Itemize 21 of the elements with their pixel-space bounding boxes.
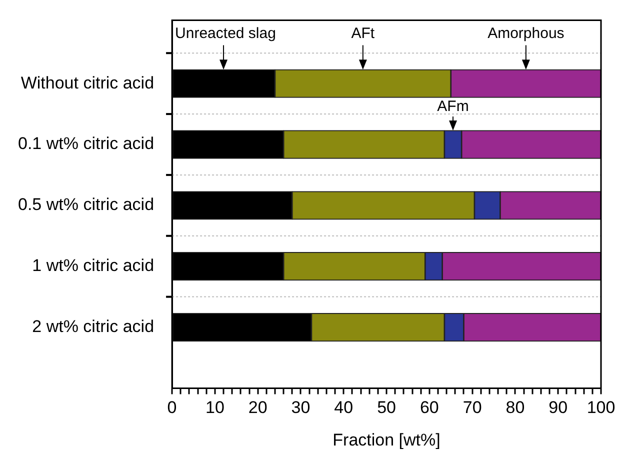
x-tick-label: 70	[462, 398, 482, 418]
y-tick-label: 1 wt% citric acid	[32, 256, 154, 276]
series-label: Amorphous	[488, 24, 564, 42]
x-tick-label: 0	[167, 398, 177, 418]
x-tick-label: 60	[420, 398, 439, 418]
x-tick-label: 100	[586, 398, 616, 418]
x-tick-label: 30	[291, 398, 310, 418]
y-tick-label: 2 wt% citric acid	[32, 316, 154, 336]
x-tick-label: 50	[377, 398, 396, 418]
x-tick-label: 10	[205, 398, 224, 418]
x-tick-label: 40	[334, 398, 354, 418]
y-tick-label: 0.1 wt% citric acid	[18, 134, 154, 154]
x-tick-label: 90	[548, 398, 568, 418]
series-label: AFt	[351, 24, 376, 42]
x-tick-label: 80	[506, 398, 525, 418]
y-tick-label: Without citric acid	[20, 73, 154, 92]
series-label: Unreacted slag	[175, 24, 276, 42]
x-tick-label: 20	[248, 398, 268, 418]
y-tick-label: 0.5 wt% citric acid	[18, 195, 154, 214]
series-label: AFm	[437, 98, 469, 116]
x-axis-title: Fraction [wt%]	[332, 430, 440, 450]
